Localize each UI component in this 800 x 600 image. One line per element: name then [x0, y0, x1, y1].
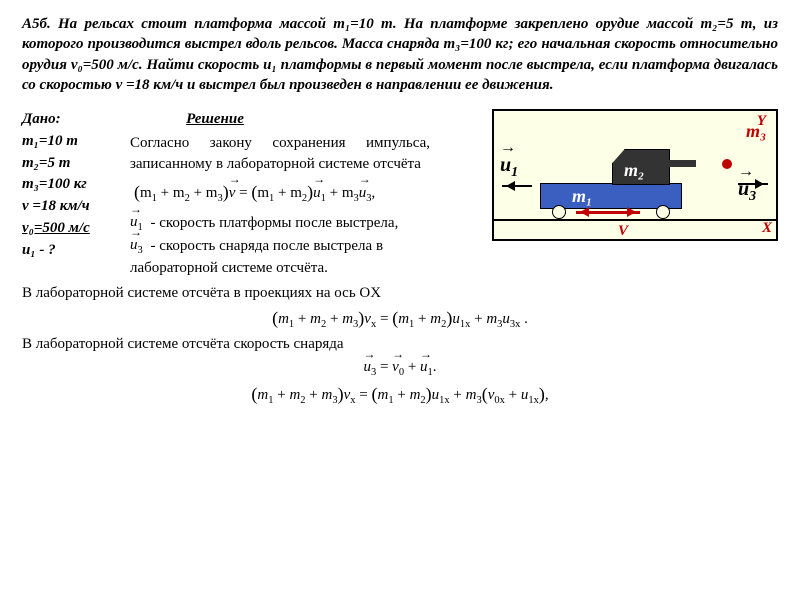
u1-desc-line: u1 - скорость платформы после выстрела, [130, 212, 474, 235]
main-row: Дано: m₁=10 т m₂=5 т m₃=100 кг v =18 км/… [22, 109, 778, 279]
u1-arrow-icon [502, 185, 532, 187]
axis-x-label: X [762, 220, 772, 237]
barrel-shape [666, 160, 696, 167]
axis-v-label: V [618, 223, 628, 240]
wheel-icon [656, 205, 670, 219]
dano-m1: m₁=10 т [22, 131, 120, 153]
rail-line [494, 219, 776, 221]
eq-u3-vector: u3 = v0 + u1. [22, 359, 778, 378]
dano-title: Дано: [22, 109, 120, 131]
u1-desc: - скорость платформы после выстрела, [147, 215, 399, 231]
eq-substituted: (m1 + m2 + m3)vx = (m1 + m2)u1x + m3(v0x… [22, 384, 778, 406]
m3-label: m₃ [746, 121, 766, 142]
m2-label: m₂ [624, 160, 644, 181]
platform-width-arrow [576, 211, 640, 214]
text-conservation: Согласно закону сохранения импульса, зап… [130, 133, 430, 174]
u3-desc: - скорость снаряда после выстрела в лабо… [130, 238, 383, 276]
projectile-icon [722, 159, 732, 169]
text-projection: В лабораторной системе отсчёта в проекци… [22, 285, 778, 302]
dano-find: u₁ - ? [22, 240, 120, 262]
solution-column: Решение Согласно закону сохранения импул… [130, 109, 474, 279]
dano-v: v =18 км/ч [22, 196, 120, 218]
dano-v0: v₀=500 м/с [22, 218, 120, 240]
solution-title: Решение [130, 109, 300, 129]
dano-m2: m₂=5 т [22, 153, 120, 175]
wheel-icon [552, 205, 566, 219]
eq-momentum-vector: (m1 + m2 + m3)v = (m1 + m2)u1 + m3u3, [134, 180, 474, 206]
u3-desc-line: u3 - скорость снаряда после выстрела в л… [130, 235, 474, 278]
u1-label: u1 [500, 154, 518, 181]
physics-diagram: Y X V m₁ m₂ m₃ u1 u3 [492, 109, 778, 241]
eq-projection-x: (m1 + m2 + m3)vx = (m1 + m2)u1x + m3u3x … [22, 308, 778, 330]
u3-label: u3 [738, 178, 756, 205]
dano-m3: m₃=100 кг [22, 174, 120, 196]
given-block: Дано: m₁=10 т m₂=5 т m₃=100 кг v =18 км/… [22, 109, 120, 261]
problem-statement: А5б. На рельсах стоит платформа массой m… [22, 14, 778, 95]
m1-label: m₁ [572, 186, 592, 207]
